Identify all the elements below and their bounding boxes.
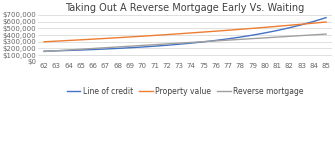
- Reverse mortgage: [67, 49, 71, 51]
- Line of credit: [214, 40, 218, 41]
- Line of credit: [91, 49, 95, 50]
- Property value: [177, 33, 181, 35]
- Reverse mortgage: [275, 36, 279, 38]
- Line of credit: [165, 44, 169, 46]
- Reverse mortgage: [79, 48, 83, 50]
- Property value: [104, 38, 108, 39]
- Line: Property value: Property value: [44, 22, 326, 42]
- Line of credit: [79, 49, 83, 51]
- Reverse mortgage: [165, 43, 169, 45]
- Reverse mortgage: [324, 33, 328, 35]
- Reverse mortgage: [238, 38, 242, 40]
- Reverse mortgage: [42, 51, 46, 52]
- Reverse mortgage: [189, 42, 193, 43]
- Property value: [214, 30, 218, 32]
- Reverse mortgage: [140, 45, 144, 46]
- Line of credit: [140, 46, 144, 48]
- Reverse mortgage: [251, 38, 255, 39]
- Reverse mortgage: [152, 44, 156, 46]
- Line: Line of credit: Line of credit: [44, 18, 326, 51]
- Line of credit: [287, 27, 291, 29]
- Line of credit: [54, 50, 58, 52]
- Line of credit: [238, 36, 242, 38]
- Reverse mortgage: [214, 40, 218, 42]
- Property value: [275, 26, 279, 27]
- Line of credit: [324, 17, 328, 19]
- Line of credit: [152, 45, 156, 47]
- Property value: [226, 29, 230, 31]
- Property value: [251, 27, 255, 29]
- Property value: [201, 31, 205, 33]
- Property value: [91, 38, 95, 40]
- Reverse mortgage: [128, 45, 132, 47]
- Reverse mortgage: [116, 46, 120, 48]
- Line of credit: [226, 38, 230, 40]
- Line of credit: [177, 43, 181, 45]
- Property value: [238, 28, 242, 30]
- Reverse mortgage: [104, 47, 108, 49]
- Property value: [287, 24, 291, 26]
- Line of credit: [201, 41, 205, 43]
- Property value: [140, 35, 144, 37]
- Property value: [263, 26, 267, 28]
- Line of credit: [263, 32, 267, 34]
- Line: Reverse mortgage: Reverse mortgage: [44, 34, 326, 51]
- Property value: [312, 22, 316, 24]
- Reverse mortgage: [177, 42, 181, 44]
- Reverse mortgage: [91, 48, 95, 49]
- Line of credit: [67, 50, 71, 51]
- Line of credit: [128, 47, 132, 49]
- Property value: [79, 39, 83, 41]
- Reverse mortgage: [263, 37, 267, 39]
- Legend: Line of credit, Property value, Reverse mortgage: Line of credit, Property value, Reverse …: [63, 84, 307, 99]
- Reverse mortgage: [299, 35, 304, 36]
- Property value: [54, 40, 58, 42]
- Line of credit: [251, 34, 255, 36]
- Property value: [152, 34, 156, 36]
- Line of credit: [116, 48, 120, 49]
- Reverse mortgage: [287, 35, 291, 37]
- Line of credit: [104, 48, 108, 50]
- Line of credit: [299, 24, 304, 26]
- Property value: [189, 32, 193, 34]
- Reverse mortgage: [312, 34, 316, 36]
- Reverse mortgage: [226, 39, 230, 41]
- Property value: [67, 40, 71, 41]
- Reverse mortgage: [201, 41, 205, 43]
- Line of credit: [312, 21, 316, 22]
- Title: Taking Out A Reverse Mortgage Early Vs. Waiting: Taking Out A Reverse Mortgage Early Vs. …: [65, 3, 305, 13]
- Line of credit: [275, 30, 279, 31]
- Reverse mortgage: [54, 50, 58, 52]
- Line of credit: [189, 42, 193, 44]
- Property value: [128, 36, 132, 38]
- Line of credit: [42, 50, 46, 52]
- Property value: [165, 34, 169, 36]
- Property value: [299, 23, 304, 25]
- Property value: [42, 41, 46, 43]
- Property value: [116, 37, 120, 39]
- Property value: [324, 21, 328, 23]
